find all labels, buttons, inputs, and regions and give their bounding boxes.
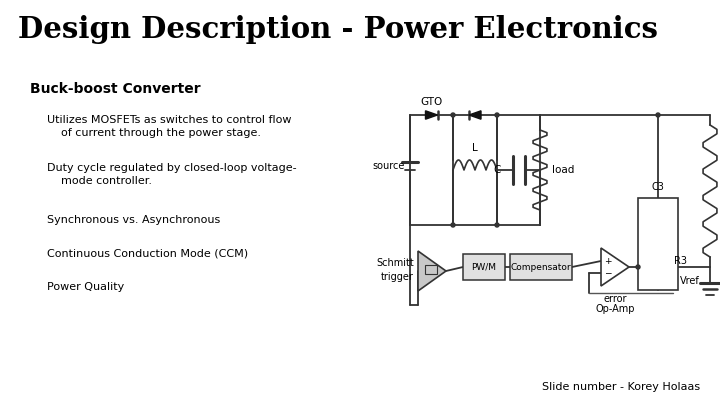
Text: Slide number - Korey Holaas: Slide number - Korey Holaas [542,382,700,392]
Text: Design Description - Power Electronics: Design Description - Power Electronics [18,15,658,44]
Text: Compensator: Compensator [510,262,571,271]
Text: trigger: trigger [381,272,414,282]
Text: PW/M: PW/M [472,262,497,271]
Circle shape [495,223,499,227]
Text: Utilizes MOSFETs as switches to control flow: Utilizes MOSFETs as switches to control … [47,115,292,125]
Bar [463,254,505,280]
Bar [425,265,437,274]
Polygon shape [601,248,629,286]
Text: Duty cycle regulated by closed-loop voltage-: Duty cycle regulated by closed-loop volt… [47,163,297,173]
Bar [510,254,572,280]
Polygon shape [426,111,438,119]
Text: Op-Amp: Op-Amp [595,304,635,314]
Text: −: − [604,269,612,277]
Text: Synchronous vs. Asynchronous: Synchronous vs. Asynchronous [47,215,220,225]
Text: Buck-boost Converter: Buck-boost Converter [30,82,201,96]
Text: Vref: Vref [680,276,700,286]
Text: C: C [493,165,500,175]
Text: Schmitt: Schmitt [377,258,414,268]
Circle shape [451,223,455,227]
Text: of current through the power stage.: of current through the power stage. [47,128,261,138]
Text: load: load [552,165,575,175]
Circle shape [636,265,640,269]
Text: Power Quality: Power Quality [47,282,125,292]
Circle shape [495,113,499,117]
Circle shape [451,113,455,117]
Text: GTO: GTO [420,97,443,107]
Text: C3: C3 [652,182,665,192]
Bar [638,198,678,290]
Polygon shape [469,111,481,119]
Text: mode controller.: mode controller. [47,176,152,186]
Text: R3: R3 [674,256,687,266]
Text: L: L [472,143,478,153]
Text: error: error [603,294,626,304]
Text: Continuous Conduction Mode (CCM): Continuous Conduction Mode (CCM) [47,248,248,258]
Text: +: + [604,256,612,266]
Polygon shape [418,251,446,291]
Text: source: source [373,161,405,171]
Circle shape [656,113,660,117]
